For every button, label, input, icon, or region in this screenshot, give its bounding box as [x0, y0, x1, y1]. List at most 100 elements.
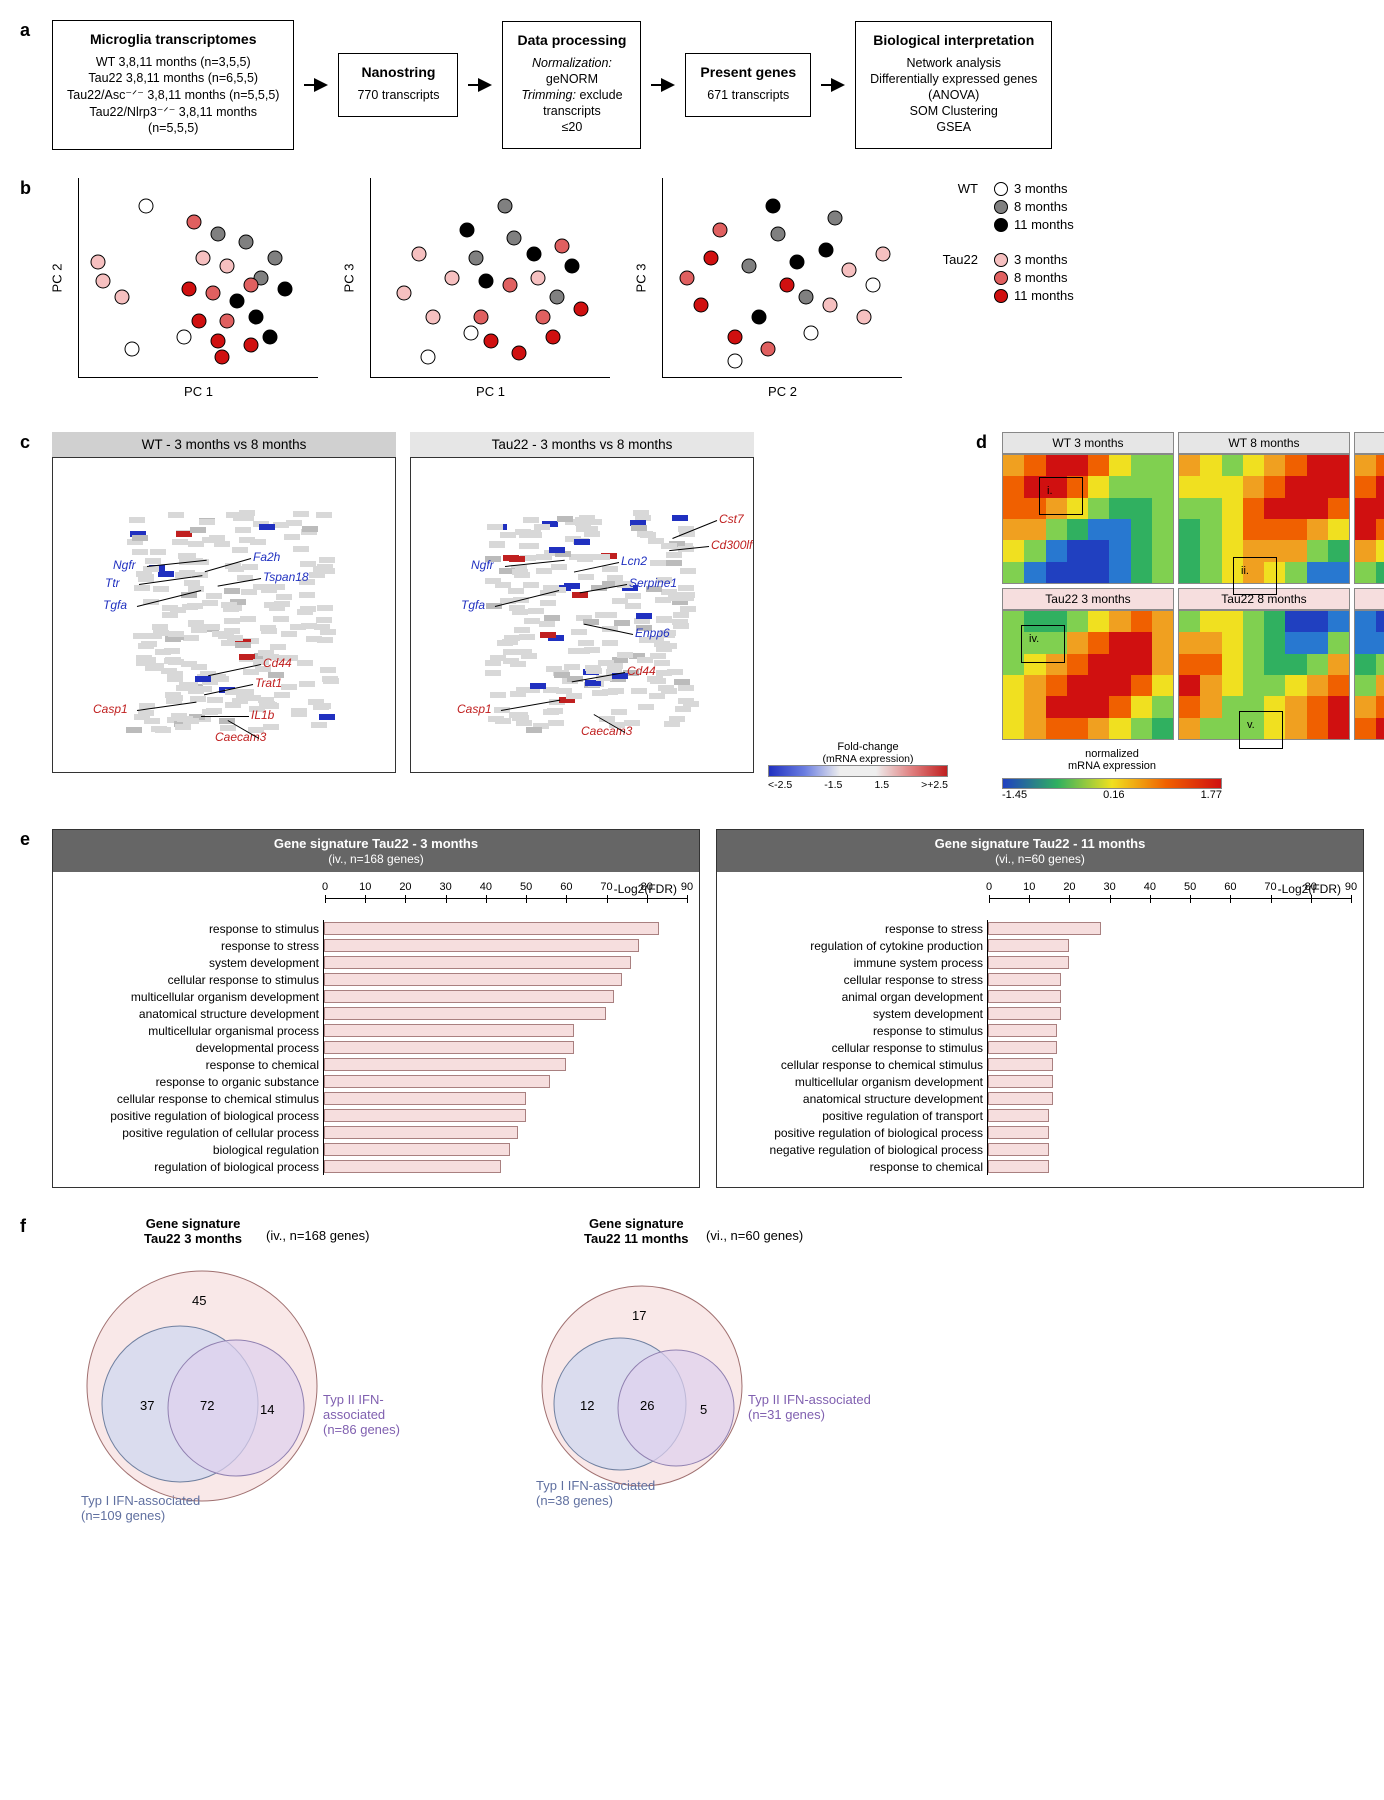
gene-label: Tgfa — [103, 598, 127, 612]
scatter-point — [229, 294, 244, 309]
go-term-row: cellular response to stimulus — [729, 1039, 1351, 1056]
scatter-point — [196, 250, 211, 265]
panel-a-label: a — [20, 20, 30, 41]
go-term-row: cellular response to chemical stimulus — [65, 1090, 687, 1107]
flow-arrow — [821, 78, 845, 92]
scatter-point — [574, 302, 589, 317]
scatter-point — [751, 310, 766, 325]
go-term-row: developmental process — [65, 1039, 687, 1056]
gene-label: Trat1 — [255, 676, 282, 690]
scatter-point — [445, 270, 460, 285]
som-title: Tau22 3 months — [1002, 588, 1174, 610]
panel-d-label: d — [976, 432, 987, 453]
som-title: WT 11 months — [1354, 432, 1384, 454]
go-term-row: negative regulation of biological proces… — [729, 1141, 1351, 1158]
scatter-point — [177, 330, 192, 345]
scatter-point — [765, 198, 780, 213]
scatter-point — [186, 214, 201, 229]
scatter-point — [507, 230, 522, 245]
go-term-row: system development — [729, 1005, 1351, 1022]
scatter-point — [818, 242, 833, 257]
scatter-point — [95, 274, 110, 289]
d-legend-line1: normalized — [1002, 748, 1222, 760]
scatter-point — [191, 314, 206, 329]
scatter-point — [780, 278, 795, 293]
gene-label: Casp1 — [457, 702, 492, 716]
scatter-point — [459, 222, 474, 237]
gene-label: Tgfa — [461, 598, 485, 612]
scatter-point — [210, 334, 225, 349]
pca-legend: WT3 months8 months11 monthsTau223 months… — [928, 178, 1074, 306]
gene-label: Tspan18 — [263, 570, 309, 584]
go-bar-block: Gene signature Tau22 - 11 months(vi., n=… — [716, 829, 1364, 1188]
go-term-row: cellular response to stress — [729, 971, 1351, 988]
panel-b-label: b — [20, 178, 31, 199]
venn-diagram: Gene signatureTau22 11 months(vi., n=60 … — [492, 1216, 872, 1506]
flow-arrow — [468, 78, 492, 92]
pca-scatter: PC 3PC 1 — [370, 178, 610, 378]
panel-f-label: f — [20, 1216, 26, 1237]
flow-box: Microglia transcriptomesWT 3,8,11 months… — [52, 20, 294, 150]
panel-cd-row: c WT - 3 months vs 8 monthsNgfrTtrTgfaFa… — [20, 432, 1364, 801]
gene-label: Ngfr — [471, 558, 494, 572]
scatter-point — [564, 258, 579, 273]
scatter-point — [138, 198, 153, 213]
scatter-point — [866, 278, 881, 293]
pca-scatter: PC 3PC 2 — [662, 178, 902, 378]
panel-e-label: e — [20, 829, 30, 850]
scatter-point — [512, 346, 527, 361]
scatter-point — [828, 210, 843, 225]
go-term-row: immune system process — [729, 954, 1351, 971]
go-term-row: response to stimulus — [729, 1022, 1351, 1039]
scatter-point — [263, 330, 278, 345]
gene-label: Cd44 — [627, 664, 656, 678]
som-heatmap: vi. — [1354, 610, 1384, 740]
scatter-point — [220, 314, 235, 329]
gene-label: Enpp6 — [635, 626, 670, 640]
scatter-point — [473, 310, 488, 325]
som-heatmap: i. — [1002, 454, 1174, 584]
gene-label: Serpine1 — [629, 576, 677, 590]
panel-f: f Gene signatureTau22 3 months(iv., n=16… — [20, 1216, 1364, 1506]
scatter-point — [483, 334, 498, 349]
go-term-row: response to stimulus — [65, 920, 687, 937]
flow-box: Data processingNormalization:geNORMTrimm… — [502, 21, 641, 149]
som-title: WT 3 months — [1002, 432, 1174, 454]
go-term-row: multicellular organism development — [65, 988, 687, 1005]
scatter-point — [244, 338, 259, 353]
gene-label: IL1b — [251, 708, 274, 722]
scatter-point — [210, 226, 225, 241]
scatter-point — [789, 254, 804, 269]
scatter-point — [856, 310, 871, 325]
scatter-point — [727, 330, 742, 345]
som-heatmap: iv. — [1002, 610, 1174, 740]
gene-label: Cst7 — [719, 512, 744, 526]
d-legend-gradient — [1002, 778, 1222, 789]
panel-e: e Gene signature Tau22 - 3 months(iv., n… — [20, 829, 1364, 1188]
go-term-row: response to organic substance — [65, 1073, 687, 1090]
workflow-flowchart: Microglia transcriptomesWT 3,8,11 months… — [52, 20, 1364, 150]
scatter-point — [220, 258, 235, 273]
flow-arrow — [304, 78, 328, 92]
scatter-point — [703, 250, 718, 265]
scatter-point — [531, 270, 546, 285]
go-bar-block: Gene signature Tau22 - 3 months(iv., n=1… — [52, 829, 700, 1188]
scatter-point — [215, 350, 230, 365]
flow-box: Present genes671 transcripts — [685, 53, 811, 117]
panel-f-venns: Gene signatureTau22 3 months(iv., n=168 … — [52, 1216, 1364, 1506]
scatter-point — [244, 278, 259, 293]
scatter-point — [770, 226, 785, 241]
go-term-row: multicellular organism development — [729, 1073, 1351, 1090]
panel-c-networks: WT - 3 months vs 8 monthsNgfrTtrTgfaFa2h… — [52, 432, 968, 801]
network-plot: NgfrTtrTgfaFa2hTspan18Cd44Trat1IL1bCaeca… — [52, 457, 396, 773]
go-term-row: response to chemical — [729, 1158, 1351, 1175]
scatter-point — [411, 246, 426, 261]
scatter-point — [799, 290, 814, 305]
scatter-point — [205, 286, 220, 301]
som-heatmap: iii. — [1354, 454, 1384, 584]
scatter-point — [823, 298, 838, 313]
go-term-row: system development — [65, 954, 687, 971]
panel-d-legend: normalized mRNA expression -1.450.161.77 — [1002, 748, 1384, 801]
som-title: WT 8 months — [1178, 432, 1350, 454]
scatter-point — [421, 350, 436, 365]
